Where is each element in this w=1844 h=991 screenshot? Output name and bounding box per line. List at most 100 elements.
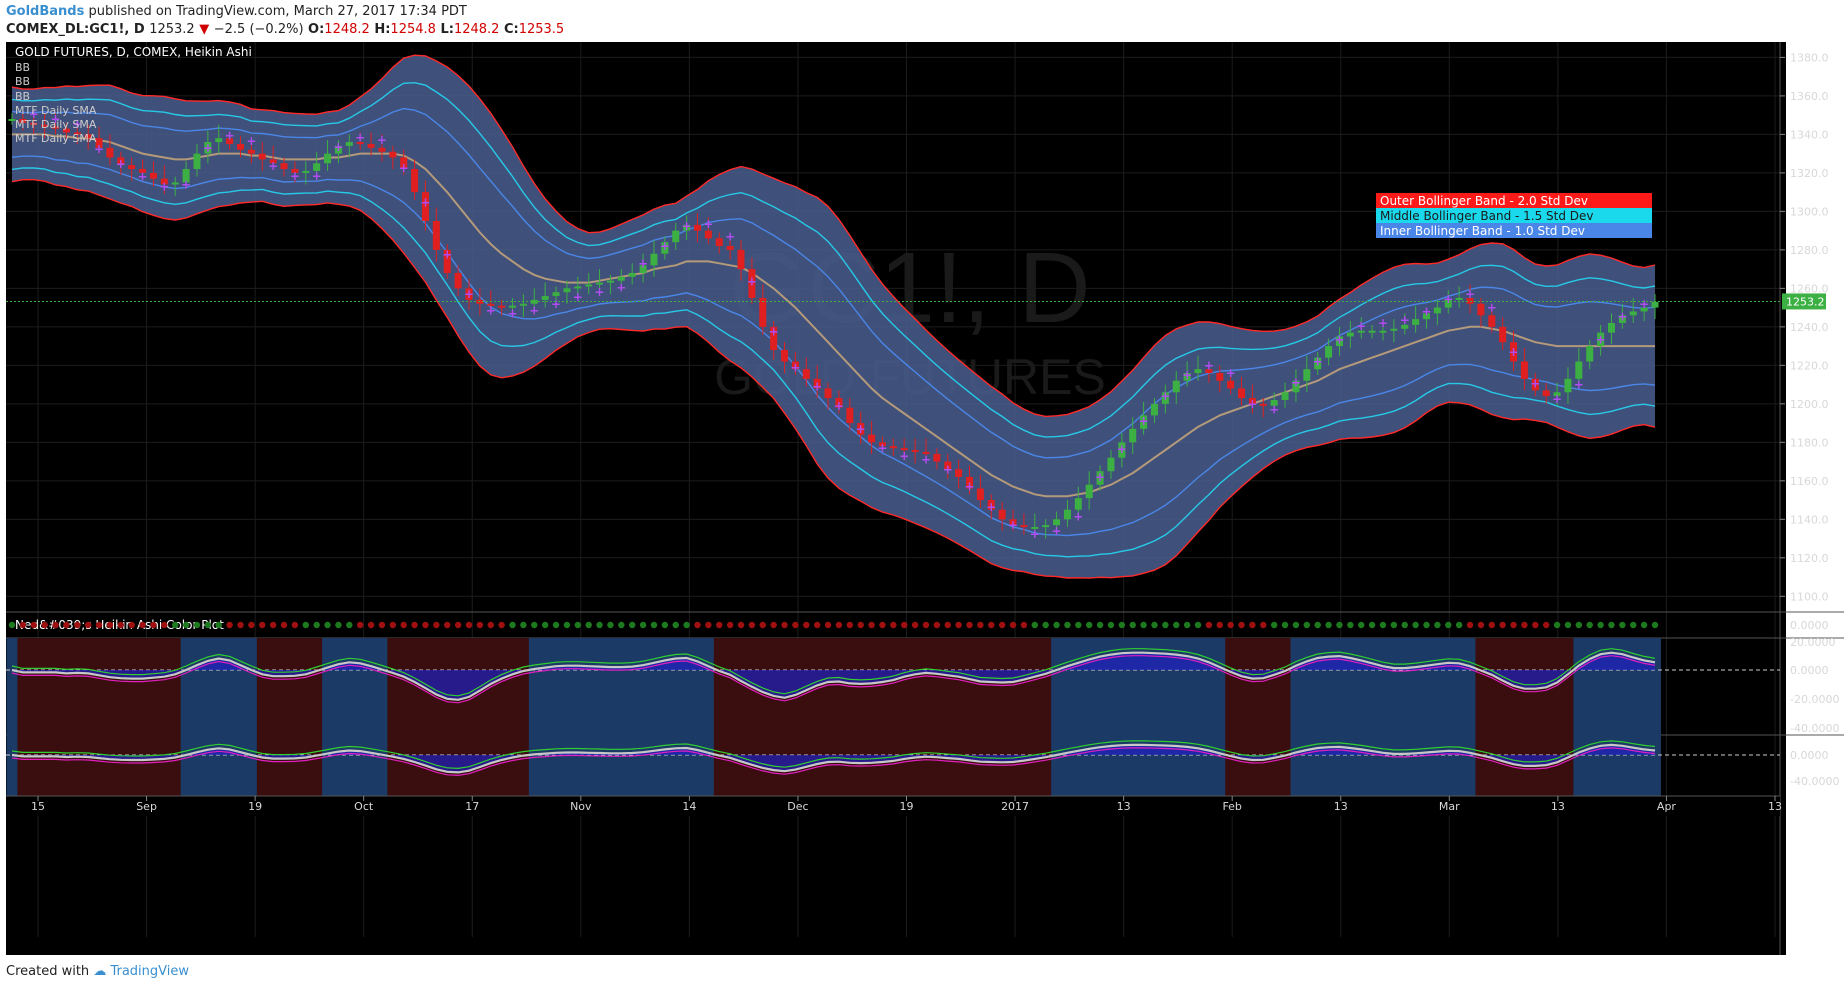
candle-body: [617, 276, 625, 281]
color-dot: [1009, 621, 1017, 629]
candle-body: [911, 450, 919, 453]
chart-canvas[interactable]: GC1!, D GOLD FUTURES +++++++++++++++++++…: [0, 42, 1844, 955]
regime-background: [1007, 638, 1019, 735]
regime-background: [1388, 638, 1400, 735]
regime-background: [1290, 735, 1302, 796]
open-label: O:: [308, 22, 325, 37]
regime-background: [1562, 735, 1574, 796]
color-dot: [585, 621, 592, 629]
price-tick-label: 1300.0: [1790, 205, 1829, 218]
indicator-label: BB: [15, 61, 30, 74]
cross-marker: +: [225, 128, 235, 142]
regime-background: [615, 638, 628, 735]
regime-background: [528, 638, 541, 735]
regime-background: [256, 735, 269, 796]
candle-body: [1107, 457, 1115, 472]
candle-body: [802, 369, 810, 379]
candle-body: [541, 296, 549, 300]
regime-background: [670, 638, 682, 735]
price-tick-label: 1280.0: [1790, 244, 1829, 257]
color-dot: [454, 621, 462, 629]
regime-background: [213, 735, 225, 796]
candle-body: [8, 118, 16, 121]
candle-body: [878, 442, 886, 447]
candle-body: [280, 163, 288, 170]
regime-background: [931, 638, 943, 735]
regime-background: [1051, 735, 1063, 796]
regime-background: [648, 735, 660, 796]
color-dot: [1466, 621, 1474, 629]
regime-background: [82, 638, 95, 735]
candle-body: [30, 122, 38, 125]
regime-background: [6, 735, 18, 796]
color-dot: [182, 621, 190, 629]
close-value: 1253.5: [518, 22, 565, 37]
candle-body: [1520, 361, 1528, 379]
regime-background: [692, 638, 704, 735]
color-dot: [1510, 621, 1517, 629]
regime-background: [191, 638, 203, 735]
regime-background: [289, 638, 301, 735]
color-dot: [346, 621, 353, 629]
regime-background: [1072, 638, 1085, 735]
regime-background: [1377, 735, 1389, 796]
regime-background: [1018, 735, 1030, 796]
candle-body: [519, 303, 527, 306]
regime-background: [387, 638, 399, 735]
cross-marker: +: [638, 256, 648, 270]
cross-marker: +: [856, 422, 866, 436]
regime-background: [137, 638, 149, 735]
regime-background: [1431, 735, 1444, 796]
regime-background: [322, 735, 334, 796]
tradingview-link[interactable]: TradingView: [110, 964, 189, 979]
regime-background: [180, 638, 193, 735]
regime-background: [126, 735, 138, 796]
color-dot: [1075, 621, 1082, 629]
cross-marker: +: [1639, 297, 1649, 311]
regime-background: [245, 638, 258, 735]
color-dot: [465, 621, 473, 629]
regime-background: [1616, 638, 1629, 735]
color-dot: [1597, 621, 1604, 629]
time-tick-label: 17: [465, 800, 479, 813]
price-tick-label: 1180.0: [1790, 436, 1829, 449]
regime-background: [1388, 735, 1400, 796]
candle-body: [1303, 369, 1311, 381]
color-dot: [509, 621, 516, 629]
author-link[interactable]: GoldBands: [6, 4, 85, 19]
color-dot: [1031, 621, 1038, 629]
regime-background: [115, 638, 127, 735]
regime-background: [1018, 638, 1030, 735]
cross-marker: +: [725, 229, 735, 243]
cross-marker: +: [921, 453, 931, 467]
color-dot: [1586, 621, 1593, 629]
candle-body: [683, 224, 691, 231]
regime-background: [1149, 638, 1161, 735]
color-dot: [683, 621, 690, 629]
color-dot: [911, 621, 919, 629]
color-dot: [84, 621, 92, 629]
color-dot: [552, 621, 560, 629]
regime-background: [376, 638, 388, 735]
hadelta-signal: [11, 655, 1656, 704]
candle-body: [73, 132, 81, 135]
regime-background: [572, 638, 584, 735]
candle-body: [1553, 392, 1561, 397]
cross-marker: +: [1509, 345, 1519, 359]
color-dot: [531, 621, 538, 629]
candle-body: [236, 144, 244, 150]
color-dot: [1379, 621, 1387, 629]
color-dot: [117, 621, 125, 629]
time-axis[interactable]: 15 Sep 19 Oct 17 Nov 14 Dec 19 2017 13 Feb 13 Mar 13 Ap…: [6, 795, 1782, 816]
cross-marker: +: [899, 449, 909, 463]
candle-body: [693, 224, 701, 231]
regime-background: [115, 735, 127, 796]
regime-background: [387, 735, 399, 796]
regime-background: [39, 735, 51, 796]
color-dot: [1640, 621, 1648, 629]
candle-body: [606, 280, 614, 283]
candle-body: [269, 159, 277, 164]
color-dot: [1085, 621, 1093, 629]
color-dot: [8, 621, 16, 629]
candle-body: [302, 170, 310, 173]
